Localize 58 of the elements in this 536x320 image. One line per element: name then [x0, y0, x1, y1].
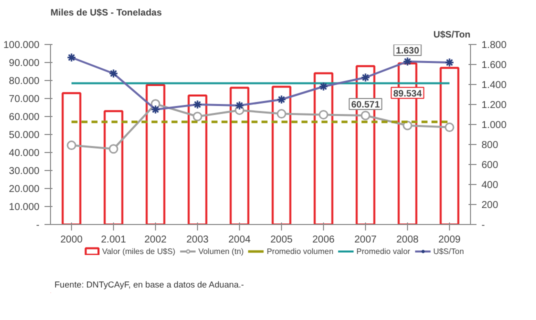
x-tick-label: 2003 — [186, 234, 210, 246]
y-tick-label: 60.000 — [8, 112, 40, 123]
y-tick-label: 70.000 — [8, 94, 40, 105]
bar — [104, 110, 124, 224]
y-axis-title: Miles de U$S - Toneladas — [50, 8, 162, 18]
y-tick-label: 30.000 — [8, 166, 40, 177]
point — [318, 110, 328, 120]
y2-tick-label: 800 — [482, 140, 499, 151]
point — [192, 112, 202, 122]
point — [276, 109, 286, 119]
bar — [230, 86, 250, 224]
y-tick-label: 80.000 — [8, 76, 40, 87]
y-tick-label: - — [36, 220, 40, 231]
y-tick-label: 50.000 — [8, 130, 40, 141]
y2-tick-label: 1.800 — [482, 40, 507, 51]
y-tick-label: 90.000 — [8, 58, 40, 69]
y-tick-label: 40.000 — [8, 148, 40, 159]
y2-tick-label: 1.600 — [482, 60, 507, 71]
bar — [188, 94, 208, 224]
point — [360, 110, 370, 120]
point — [66, 140, 76, 150]
bar — [314, 72, 334, 224]
y2-tick-label: 400 — [482, 180, 499, 191]
x-tick-label: 2.001 — [100, 234, 126, 246]
point — [108, 144, 118, 154]
x-tick-label: 2006 — [312, 234, 336, 246]
data-label: 60.571 — [351, 99, 380, 110]
x-tick-label: 2005 — [270, 234, 294, 246]
bar — [440, 66, 460, 224]
legend-label: Valor (miles de U$S) — [102, 246, 176, 256]
y-tick-label: 100.000 — [3, 40, 40, 51]
y2-tick-label: 1.200 — [482, 100, 507, 111]
y2-tick-label: - — [482, 220, 485, 231]
bar — [272, 86, 292, 224]
x-tick-label: 2000 — [60, 234, 84, 246]
source-note: Fuente: DNTyCAyF, en base a datos de Aduana.- — [54, 280, 244, 290]
bar — [62, 92, 82, 224]
legend-label: Promedio volumen — [266, 246, 334, 256]
y2-axis-title: U$S/Ton — [433, 30, 471, 40]
x-tick-label: 2002 — [144, 234, 168, 246]
point — [402, 120, 412, 130]
y-tick-label: 20.000 — [8, 184, 40, 195]
x-tick-label: 2008 — [396, 234, 420, 246]
y2-tick-label: 200 — [482, 200, 499, 211]
y-tick-label: 10.000 — [8, 202, 40, 213]
legend-label: Volumen (tn) — [198, 246, 244, 256]
x-tick-label: 2009 — [438, 234, 462, 246]
data-label: 1.630 — [396, 46, 420, 56]
bar — [146, 84, 166, 224]
x-tick-label: 2004 — [228, 234, 252, 246]
point — [444, 122, 454, 132]
legend-label: Promedio valor — [356, 246, 410, 256]
legend-label: U$S/Ton — [433, 246, 464, 256]
data-label: 89.534 — [393, 88, 423, 98]
x-tick-label: 2007 — [354, 234, 378, 246]
y2-tick-label: 1.000 — [482, 120, 507, 131]
y2-tick-label: 1.400 — [482, 80, 507, 91]
y2-tick-label: 600 — [482, 160, 499, 171]
